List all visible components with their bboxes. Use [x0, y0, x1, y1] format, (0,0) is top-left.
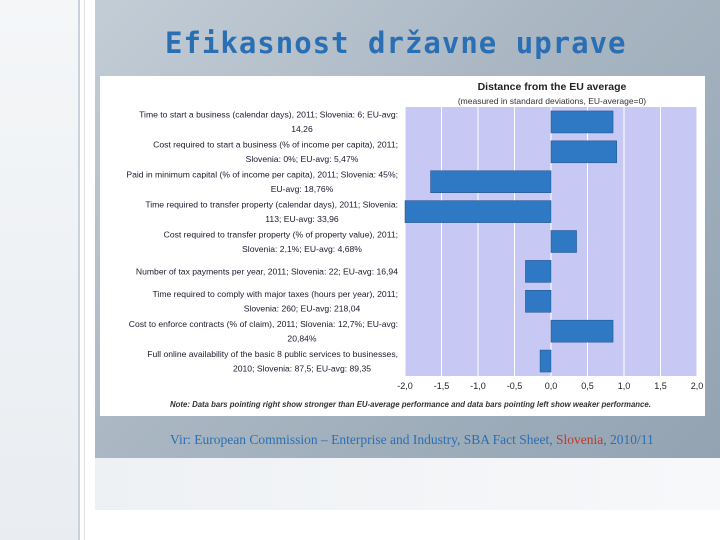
x-tick-label: -1,0 [470, 381, 486, 391]
category-label: EU-avg: 18,76% [271, 184, 334, 194]
slide-title: Efikasnost državne uprave [165, 26, 627, 60]
chart-container: Distance from the EU average (measured in… [100, 76, 705, 416]
category-label: 20,84% [287, 333, 317, 343]
source-suffix: , 2010/11 [603, 432, 654, 447]
left-decor-rule-thin [84, 0, 85, 540]
category-label: Cost to enforce contracts (% of claim), … [129, 319, 398, 329]
data-bar [550, 230, 577, 253]
data-bar [550, 110, 614, 134]
source-citation: Vir: European Commission – Enterprise an… [170, 432, 654, 448]
distance-chart: Distance from the EU average (measured in… [126, 81, 704, 409]
source-country: Slovenia [556, 432, 604, 447]
chart-subtitle: (measured in standard deviations, EU-ave… [458, 96, 646, 106]
category-label: 2010; Slovenia: 87,5; EU-avg: 89,35 [233, 363, 371, 373]
category-label: Cost required to transfer property (% of… [164, 229, 398, 239]
background-bottom-band [95, 458, 720, 510]
category-label: Time required to transfer property (cale… [145, 199, 398, 209]
data-bar [404, 200, 552, 223]
category-label: 14,26 [291, 124, 313, 134]
x-tick-label: -1,5 [434, 381, 450, 391]
category-label: Cost required to start a business (% of … [153, 140, 398, 150]
category-label: 113; EU-avg: 33,96 [265, 214, 339, 224]
left-decor-rule [78, 0, 80, 540]
x-tick-label: -0,5 [507, 381, 523, 391]
category-label: Paid in minimum capital (% of income per… [126, 169, 398, 179]
x-tick-label: 1,0 [618, 381, 631, 391]
category-label: Slovenia: 260; EU-avg: 218,04 [244, 304, 361, 314]
category-label: Full online availability of the basic 8 … [147, 349, 398, 359]
chart-note: Note: Data bars pointing right show stro… [170, 400, 651, 409]
category-label: Time required to comply with major taxes… [153, 289, 399, 299]
x-tick-label: 0,5 [581, 381, 594, 391]
chart-title: Distance from the EU average [478, 81, 627, 93]
data-bar [525, 260, 552, 283]
x-tick-label: -2,0 [397, 381, 413, 391]
x-tick-label: 2,0 [691, 381, 704, 391]
data-bar [430, 170, 552, 193]
category-label: Slovenia: 0%; EU-avg: 5,47% [246, 154, 359, 164]
category-label: Slovenia: 2,1%; EU-avg: 4,68% [242, 244, 362, 254]
category-label: Number of tax payments per year, 2011; S… [136, 266, 398, 276]
data-bar [550, 140, 617, 164]
category-label: Time to start a business (calendar days)… [139, 110, 398, 120]
data-bar [539, 349, 552, 373]
x-tick-label: 0,0 [545, 381, 558, 391]
left-decor-strip [0, 0, 78, 540]
x-tick-label: 1,5 [654, 381, 667, 391]
data-bar [550, 319, 614, 343]
source-prefix: Vir: European Commission – Enterprise an… [170, 432, 557, 447]
data-bar [525, 290, 552, 313]
